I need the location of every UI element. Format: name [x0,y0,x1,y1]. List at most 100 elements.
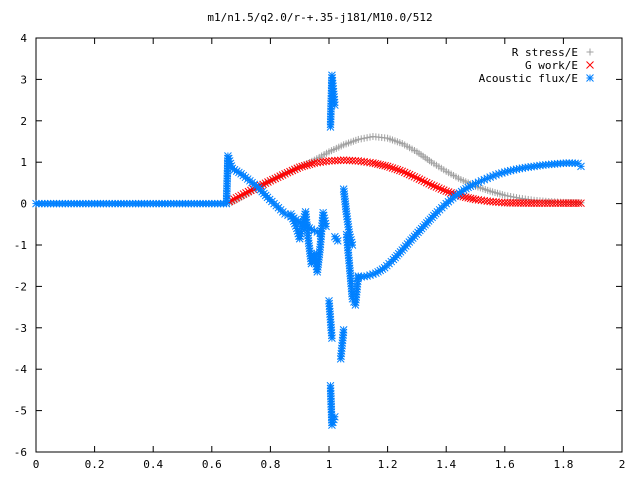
data-point [268,175,277,184]
data-point [286,167,294,176]
data-point [400,168,409,177]
data-point [327,331,336,340]
data-point [562,159,571,168]
data-point [439,186,448,194]
data-point [461,193,470,202]
legend-label: G work/E [525,59,578,72]
data-point [430,182,438,190]
data-point [131,199,140,208]
data-point [230,195,238,203]
data-point [381,134,389,142]
data-point [303,161,311,169]
data-point [333,156,342,165]
x-tick-label: 1.2 [378,458,398,471]
data-point [305,160,314,169]
data-point [509,166,518,174]
legend-marker [586,74,594,82]
data-point [437,185,446,193]
legend-label: Acoustic flux/E [479,72,578,85]
y-tick-label: 4 [20,32,27,45]
y-tick-label: -6 [14,446,27,459]
data-point [381,161,390,170]
data-point [432,183,441,191]
data-point [237,191,245,200]
data-point [574,199,583,208]
y-tick-label: -1 [14,239,27,252]
data-point [454,174,462,182]
data-point [553,159,562,168]
data-point [332,234,341,243]
data-point [146,199,155,208]
data-point [345,228,353,236]
data-point [427,181,436,189]
data-point [554,199,562,208]
data-point [410,172,419,181]
x-tick-label: 0.2 [85,458,105,471]
data-point [466,194,475,203]
data-point [102,199,111,208]
data-point [190,199,199,208]
data-point [518,164,527,172]
data-point [323,149,331,157]
data-point [266,176,275,185]
data-point [572,199,580,208]
data-point [474,178,483,187]
data-point [261,179,270,188]
chart-title: m1/n1.5/q2.0/r-+.35-j181/M10.0/512 [207,11,432,24]
data-point [500,168,509,176]
y-tick-label: -5 [14,405,27,418]
data-point [366,133,374,141]
data-point [386,163,394,172]
x-tick-label: 2 [619,458,626,471]
series-2 [32,71,585,429]
data-point [492,171,500,179]
data-point [117,199,125,208]
data-point [448,194,457,202]
data-point [239,190,248,198]
data-point [513,194,521,202]
data-point [244,187,253,196]
x-tick-label: 1.8 [553,458,573,471]
x-tick-label: 0.8 [260,458,280,471]
data-point [363,158,371,167]
data-point [300,161,309,170]
data-point [410,146,418,154]
data-point [87,199,96,208]
data-point [480,196,489,205]
data-point [357,135,365,143]
data-point [347,238,356,247]
data-point [242,188,250,197]
data-point [378,265,387,273]
data-point [336,156,345,165]
x-tick-label: 0.6 [202,458,222,471]
data-point [388,164,397,172]
data-point [58,199,67,208]
data-point [281,169,289,178]
data-point [405,170,414,179]
data-point [331,156,339,165]
x-tick-label: 0 [33,458,40,471]
data-point [288,166,297,175]
x-tick-label: 1.6 [495,458,515,471]
data-point [371,159,380,168]
data-point [403,169,411,178]
data-point [247,186,255,195]
data-point [395,166,404,175]
data-point [293,164,302,173]
series-layer [32,71,585,429]
data-point [391,164,399,173]
data-point [205,199,213,208]
data-point [507,192,515,200]
y-tick-label: 1 [20,156,27,169]
data-point [298,162,306,171]
legend-label: R stress/E [512,46,578,59]
data-point [290,165,299,174]
data-point [420,177,429,186]
data-point [227,162,236,170]
data-point [484,186,492,194]
y-tick-label: -4 [14,363,28,376]
data-point [363,134,371,142]
data-point [376,160,385,169]
